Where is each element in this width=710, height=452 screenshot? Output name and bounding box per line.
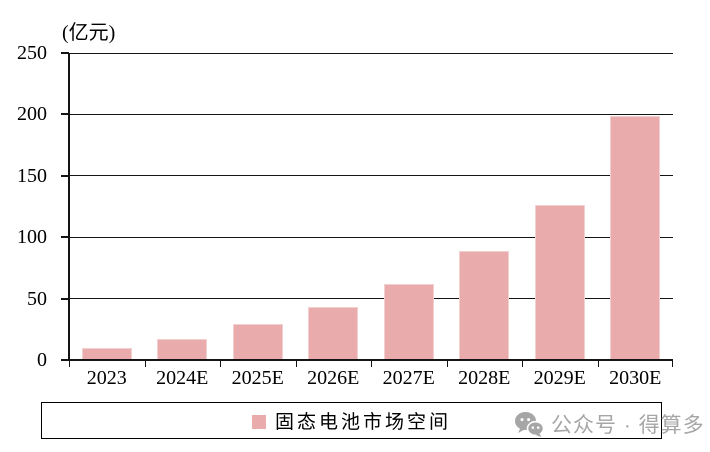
x-axis-tick	[672, 361, 673, 367]
x-axis-tick	[597, 361, 599, 367]
y-axis-tick	[61, 52, 69, 54]
y-axis-tick	[61, 359, 69, 361]
gridline-250	[69, 52, 673, 54]
y-axis-unit-label: (亿元)	[62, 22, 116, 44]
x-axis-category-label: 2029E	[533, 367, 586, 389]
y-axis-tick-label: 100	[17, 226, 47, 249]
x-axis-tick	[220, 361, 221, 367]
x-axis-category-label: 2025E	[231, 367, 284, 389]
gridline-200	[69, 113, 673, 115]
x-axis-tick	[69, 361, 70, 367]
x-axis-category-label: 2026E	[307, 367, 360, 389]
bar-2023	[81, 347, 132, 359]
x-axis-category-label: 2023	[86, 367, 127, 389]
x-axis-category-label: 2030E	[609, 367, 662, 389]
bar-2030E	[610, 115, 661, 359]
legend: 固态电池市场空间	[41, 402, 662, 439]
gridline-150	[69, 175, 673, 177]
watermark: 公众号 · 得算多	[514, 407, 705, 441]
legend-label: 固态电池市场空间	[274, 412, 451, 433]
x-axis-tick	[371, 361, 372, 367]
x-axis-category-label: 2027E	[382, 367, 435, 389]
x-axis-category-label: 2028E	[458, 367, 511, 389]
legend-marker-swatch	[251, 414, 266, 429]
y-axis-tick-label: 250	[17, 42, 47, 64]
x-axis-tick	[295, 361, 297, 367]
y-axis-tick	[61, 113, 69, 116]
x-axis-line	[69, 359, 673, 361]
bar-2024E	[157, 339, 208, 359]
x-axis-category-label: 2024E	[156, 367, 209, 389]
y-axis-line	[68, 53, 70, 361]
bar-2025E	[232, 324, 283, 359]
y-axis-tick	[61, 236, 69, 239]
gridline-100	[69, 236, 673, 238]
gridline-50	[69, 298, 673, 300]
x-axis-tick	[144, 361, 146, 367]
y-axis-tick-label: 50	[27, 287, 47, 310]
y-axis-tick-label: 200	[17, 103, 47, 126]
y-axis-tick-label: 0	[37, 349, 47, 371]
y-axis-tick	[61, 297, 69, 300]
bar-2026E	[308, 307, 359, 359]
x-axis-tick	[446, 361, 448, 367]
bar-2029E	[534, 205, 585, 359]
x-axis-tick	[522, 361, 523, 367]
watermark-text: 公众号 · 得算多	[551, 414, 705, 437]
bar-2028E	[459, 250, 510, 359]
wechat-icon	[515, 411, 544, 437]
y-axis-tick	[61, 174, 69, 177]
bar-2027E	[383, 283, 434, 359]
y-axis-tick-label: 150	[17, 164, 47, 187]
